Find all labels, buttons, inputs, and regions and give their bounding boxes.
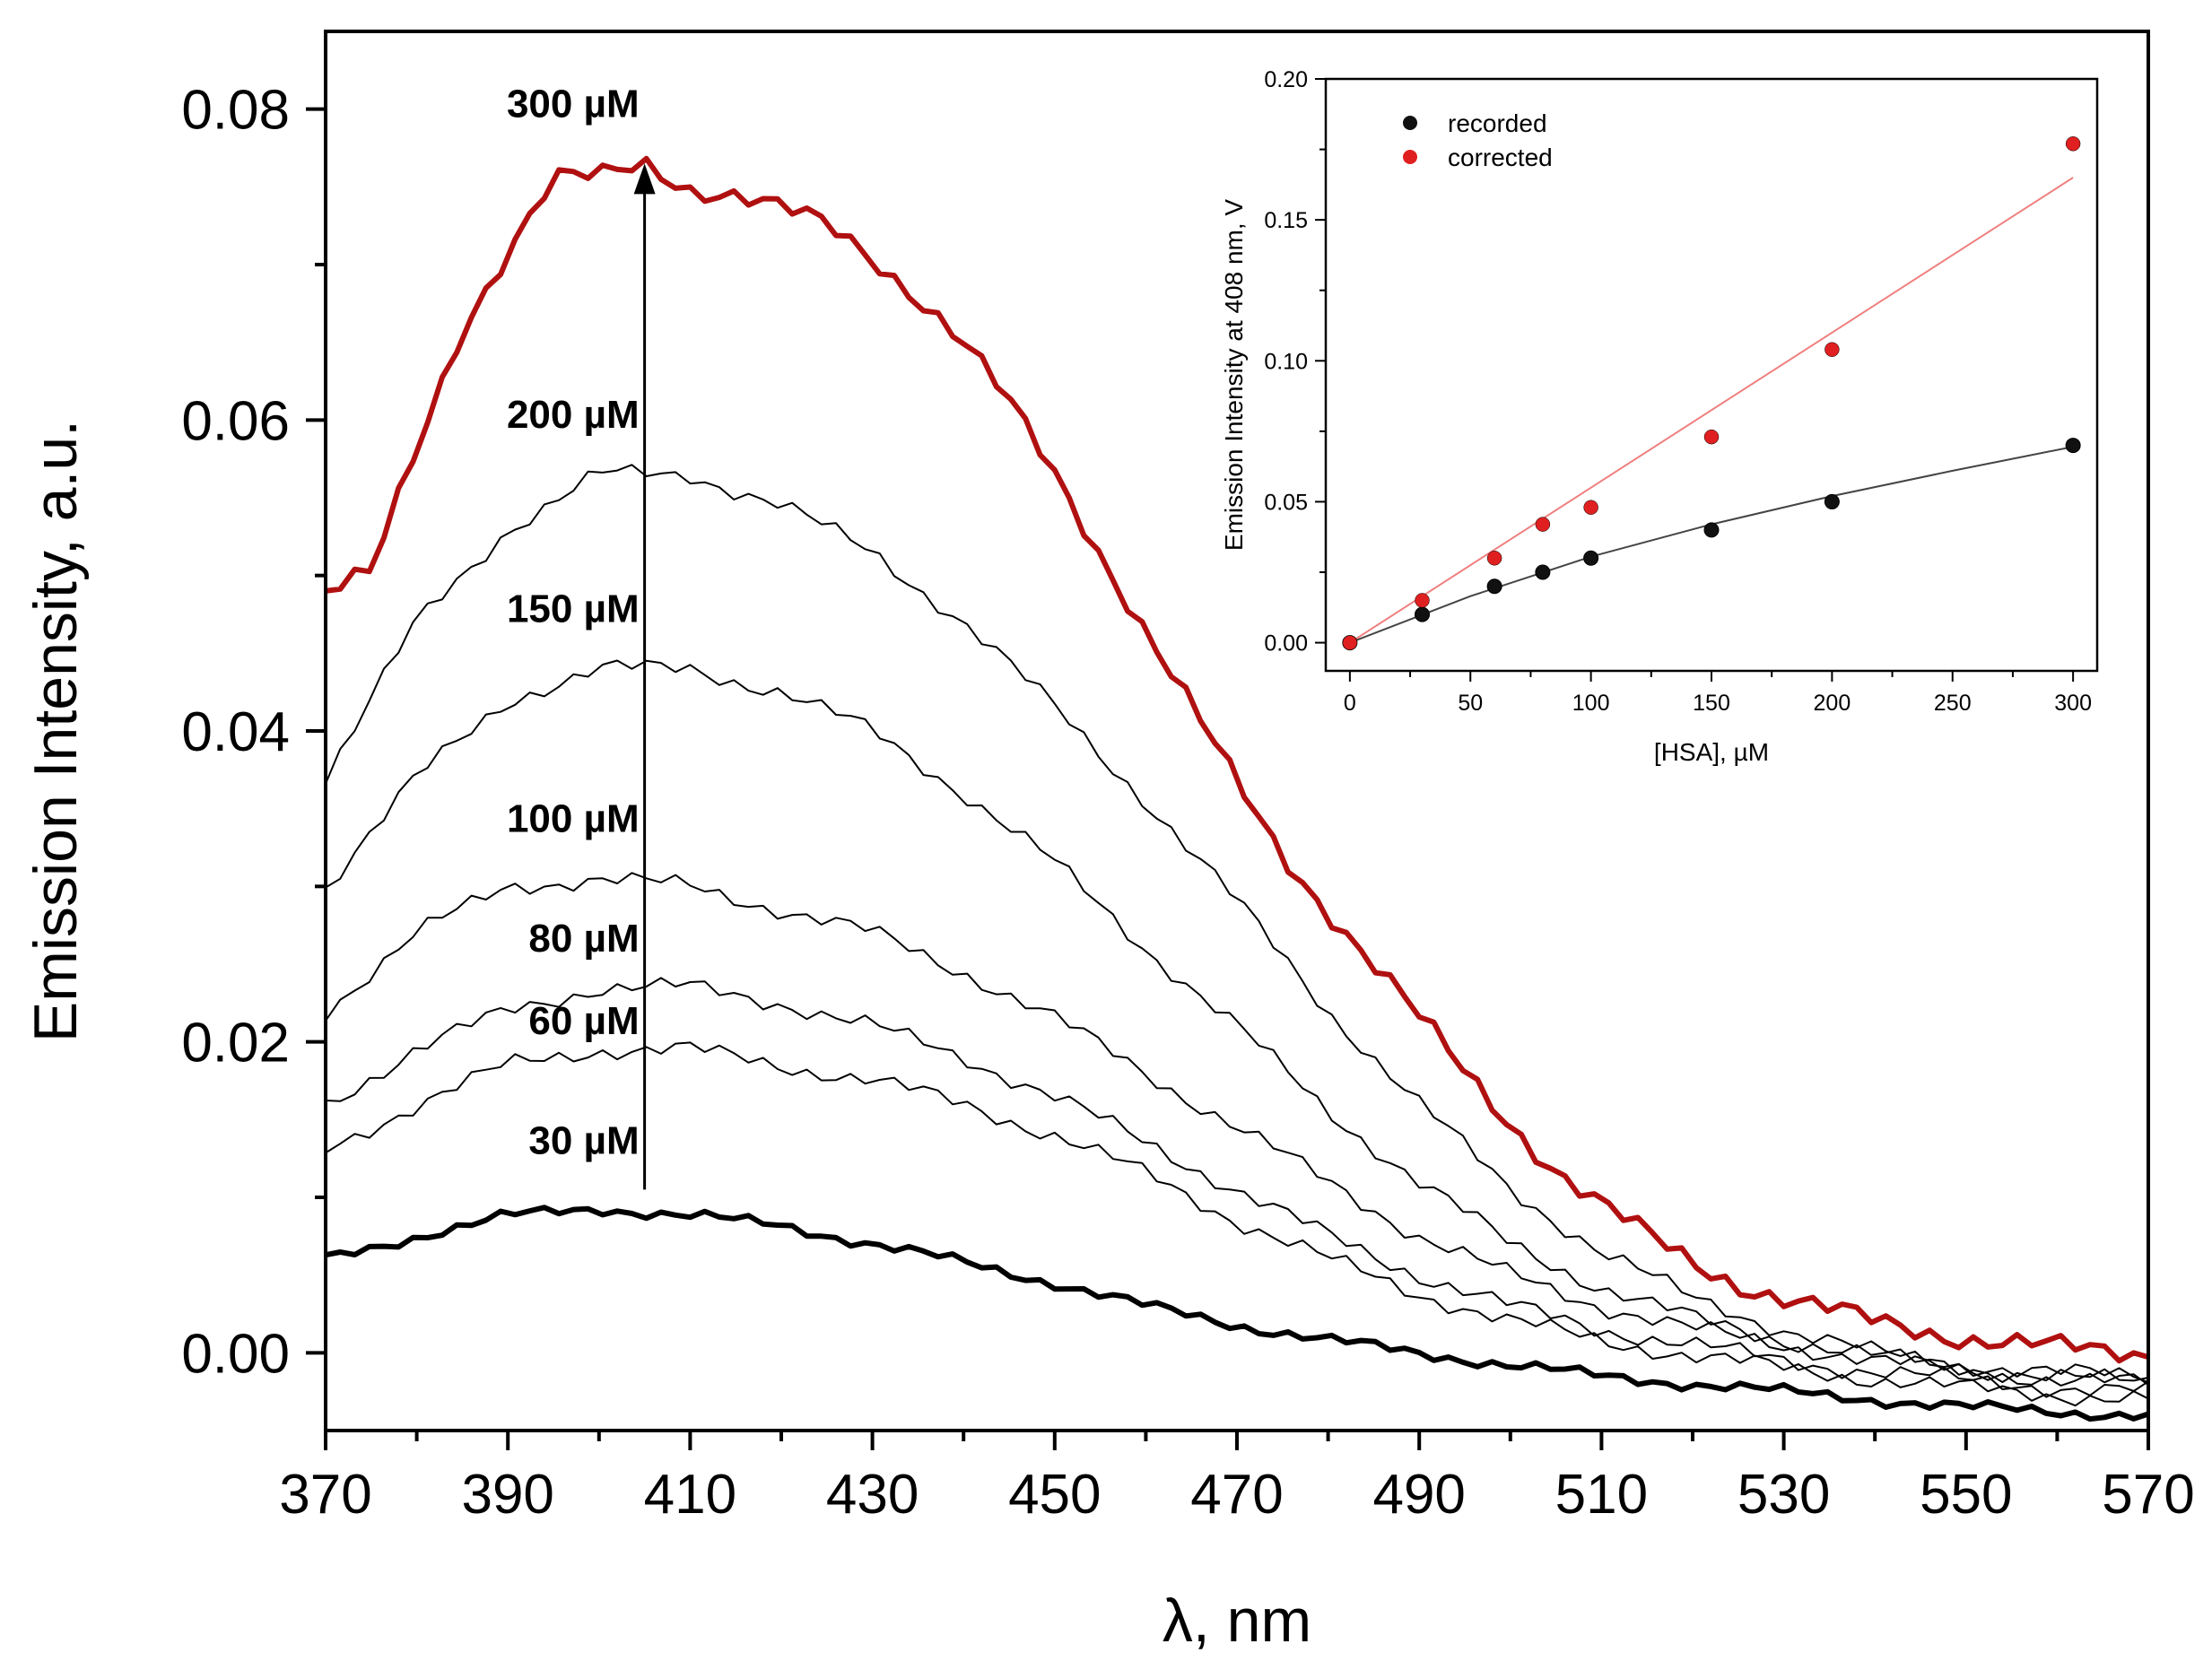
inset-y-axis-title: Emission Intensity at 408 nm, V <box>1220 199 1248 552</box>
main-x-axis-title: λ, nm <box>1163 1587 1311 1655</box>
x-tick-label: 570 <box>2102 1464 2194 1526</box>
series-line-30M <box>325 1205 2149 1422</box>
concentration-label: 300 µM <box>507 82 640 126</box>
concentration-label: 150 µM <box>507 587 640 631</box>
x-tick-label: 510 <box>1555 1464 1648 1526</box>
x-tick-label: 470 <box>1190 1464 1283 1526</box>
point-corrected <box>1535 517 1551 532</box>
y-tick-label: 0.06 <box>181 390 290 452</box>
point-corrected <box>1703 429 1720 445</box>
inset-y-tick-label: 0.15 <box>1264 208 1308 233</box>
point-corrected <box>2065 136 2081 152</box>
series-line-200M <box>325 464 2149 1384</box>
x-tick-label: 550 <box>1920 1464 2012 1526</box>
series-line-100M <box>325 872 2149 1387</box>
point-recorded <box>1415 606 1430 622</box>
inset-x-tick-label: 300 <box>2054 691 2092 716</box>
inset-x-tick-label: 100 <box>1572 691 1610 716</box>
series-line-80M <box>325 977 2149 1398</box>
point-corrected <box>1486 551 1502 566</box>
concentration-label: 200 µM <box>507 393 640 437</box>
inset-points <box>1342 136 2081 651</box>
main-x-ticks: 370 390 410 430 450 470 490 510 530 550 570 <box>279 1431 2195 1526</box>
legend-marker-recorded <box>1403 116 1417 130</box>
concentration-label: 60 µM <box>528 999 639 1043</box>
inset-legend: recorded corrected <box>1403 109 1553 171</box>
fit-line-corrected <box>1349 177 2074 644</box>
series-line-150M <box>325 659 2149 1383</box>
concentration-label: 80 µM <box>528 917 639 961</box>
x-tick-label: 530 <box>1737 1464 1830 1526</box>
inset-background <box>1326 79 2097 671</box>
x-tick-label: 450 <box>1008 1464 1101 1526</box>
point-corrected <box>1583 500 1598 515</box>
x-tick-label: 370 <box>279 1464 371 1526</box>
point-recorded <box>1535 564 1551 580</box>
main-emission-chart: 370 390 410 430 450 470 490 510 530 550 570 0.000.… <box>22 30 2195 1655</box>
y-tick-label: 0.04 <box>181 701 290 763</box>
point-corrected <box>1415 593 1430 608</box>
main-y-axis-title: Emission Intensity, a.u. <box>22 420 90 1042</box>
inset-x-tick-label: 0 <box>1344 691 1356 716</box>
x-tick-label: 410 <box>644 1464 736 1526</box>
y-tick-label: 0.08 <box>181 80 290 142</box>
inset-x-tick-label: 50 <box>1458 691 1483 716</box>
y-tick-label: 0.00 <box>181 1323 290 1385</box>
x-tick-label: 490 <box>1372 1464 1465 1526</box>
concentration-arrow <box>633 163 656 1190</box>
point-recorded <box>1703 522 1720 538</box>
inset-x-tick-label: 200 <box>1814 691 1851 716</box>
inset-y-tick-label: 0.20 <box>1264 67 1308 92</box>
series-line-60M <box>325 1041 2149 1407</box>
inset-linearity-chart: 0 50 100 150 200 250 300 0.000.050.100.150.20 … <box>1220 67 2099 766</box>
legend-label-recorded: recorded <box>1448 109 1547 137</box>
point-recorded <box>1824 493 1840 509</box>
point-corrected <box>1342 635 1358 650</box>
concentration-label: 100 µM <box>507 797 640 841</box>
inset-x-ticks: 0 50 100 150 200 250 300 <box>1344 671 2092 716</box>
main-series-group <box>325 155 2149 1422</box>
concentration-labels: 30 µM 60 µM 80 µM 100 µM 150 µM 200 µM 300 µM <box>507 82 640 1162</box>
x-tick-label: 390 <box>461 1464 553 1526</box>
series-line-300M <box>325 155 2149 1364</box>
inset-x-axis-title: [HSA], µM <box>1654 738 1769 766</box>
main-y-ticks: 0.00 0.02 0.04 0.06 0.08 <box>181 80 326 1385</box>
inset-y-tick-label: 0.10 <box>1264 349 1308 374</box>
inset-y-tick-label: 0.00 <box>1264 631 1308 657</box>
legend-label-corrected: corrected <box>1448 144 1553 171</box>
inset-y-ticks: 0.00 0.05 0.10 0.15 0.20 <box>1264 67 1326 657</box>
inset-y-tick-label: 0.05 <box>1264 490 1308 515</box>
inset-x-tick-label: 150 <box>1693 691 1730 716</box>
y-tick-label: 0.02 <box>181 1013 290 1074</box>
point-recorded <box>1486 578 1502 595</box>
inset-x-tick-label: 250 <box>1934 691 1972 716</box>
concentration-label: 30 µM <box>528 1118 639 1162</box>
point-recorded <box>1583 550 1599 566</box>
point-corrected <box>1824 342 1840 357</box>
point-recorded <box>2065 438 2081 454</box>
arrow-head <box>633 163 656 195</box>
x-tick-label: 430 <box>826 1464 919 1526</box>
legend-marker-corrected <box>1403 150 1417 164</box>
